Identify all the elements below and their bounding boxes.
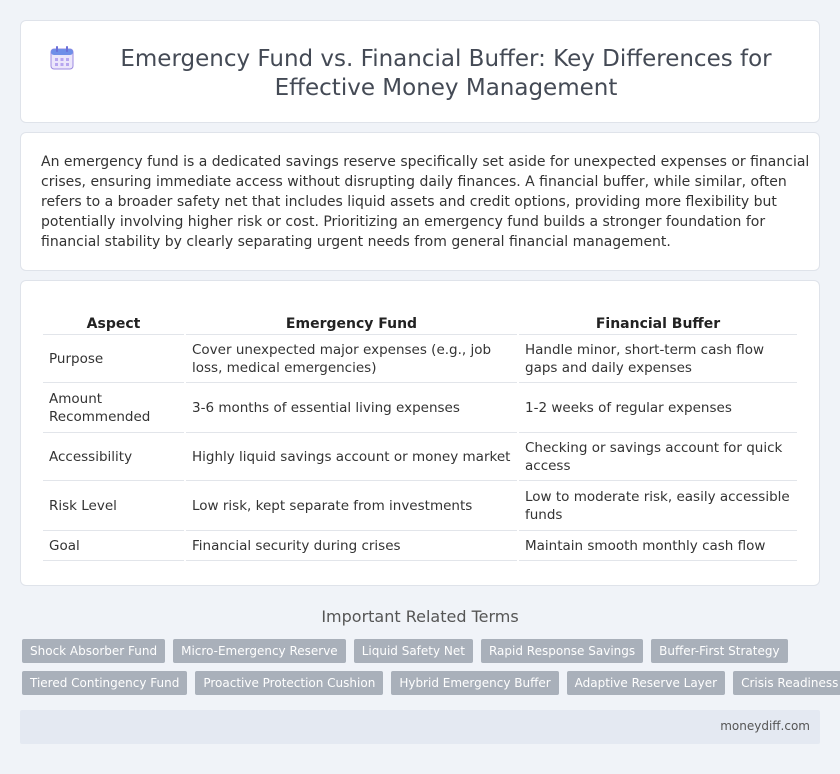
cell-emergency-fund: Cover unexpected major expenses (e.g., j…	[186, 335, 517, 383]
calendar-icon	[49, 45, 75, 71]
tag-liquid-safety-net[interactable]: Liquid Safety Net	[353, 639, 473, 663]
cell-aspect: Risk Level	[43, 481, 184, 531]
tag-adaptive-reserve-layer[interactable]: Adaptive Reserve Layer	[566, 671, 726, 695]
table-row: Accessibility Highly liquid savings acco…	[43, 433, 797, 481]
tag-proactive-protection-cushion[interactable]: Proactive Protection Cushion	[195, 671, 384, 695]
table-row: Purpose Cover unexpected major expenses …	[43, 335, 797, 383]
header-financial-buffer: Financial Buffer	[519, 314, 797, 335]
footer: moneydiff.com	[20, 710, 820, 744]
cell-emergency-fund: 3-6 months of essential living expenses	[186, 383, 517, 433]
cell-financial-buffer: 1-2 weeks of regular expenses	[519, 383, 797, 433]
tag-row: Shock Absorber Fund Micro-Emergency Rese…	[22, 639, 812, 663]
header-aspect: Aspect	[43, 314, 184, 335]
table-row: Risk Level Low risk, kept separate from …	[43, 481, 797, 531]
tag-shock-absorber-fund[interactable]: Shock Absorber Fund	[22, 639, 166, 663]
tag-tiered-contingency-fund[interactable]: Tiered Contingency Fund	[22, 671, 188, 695]
cell-financial-buffer: Handle minor, short-term cash flow gaps …	[519, 335, 797, 383]
cell-aspect: Purpose	[43, 335, 184, 383]
tag-micro-emergency-reserve[interactable]: Micro-Emergency Reserve	[173, 639, 346, 663]
cell-aspect: Amount Recommended	[43, 383, 184, 433]
cell-aspect: Accessibility	[43, 433, 184, 481]
footer-site-link[interactable]: moneydiff.com	[720, 719, 810, 733]
cell-emergency-fund: Highly liquid savings account or money m…	[186, 433, 517, 481]
cell-emergency-fund: Financial security during crises	[186, 531, 517, 561]
table-row: Amount Recommended 3-6 months of essenti…	[43, 383, 797, 433]
cell-financial-buffer: Low to moderate risk, easily accessible …	[519, 481, 797, 531]
comparison-card: Aspect Emergency Fund Financial Buffer P…	[20, 280, 820, 586]
cell-emergency-fund: Low risk, kept separate from investments	[186, 481, 517, 531]
page-title: Emergency Fund vs. Financial Buffer: Key…	[120, 46, 772, 101]
header-emergency-fund: Emergency Fund	[186, 314, 517, 335]
tag-row: Tiered Contingency Fund Proactive Protec…	[22, 671, 840, 695]
cell-financial-buffer: Checking or savings account for quick ac…	[519, 433, 797, 481]
related-terms-tags: Shock Absorber Fund Micro-Emergency Rese…	[22, 639, 840, 703]
intro-paragraph: An emergency fund is a dedicated savings…	[41, 154, 810, 250]
tag-crisis-readiness-pod[interactable]: Crisis Readiness Pod	[733, 671, 840, 695]
table-row: Goal Financial security during crises Ma…	[43, 531, 797, 561]
cell-aspect: Goal	[43, 531, 184, 561]
comparison-table: Aspect Emergency Fund Financial Buffer P…	[41, 314, 799, 561]
header-card: Emergency Fund vs. Financial Buffer: Key…	[20, 20, 820, 123]
related-terms-title: Important Related Terms	[321, 607, 519, 626]
cell-financial-buffer: Maintain smooth monthly cash flow	[519, 531, 797, 561]
table-header-row: Aspect Emergency Fund Financial Buffer	[43, 314, 797, 335]
tag-buffer-first-strategy[interactable]: Buffer-First Strategy	[651, 639, 788, 663]
intro-card: An emergency fund is a dedicated savings…	[20, 132, 820, 271]
tag-rapid-response-savings[interactable]: Rapid Response Savings	[480, 639, 644, 663]
tag-hybrid-emergency-buffer[interactable]: Hybrid Emergency Buffer	[391, 671, 559, 695]
